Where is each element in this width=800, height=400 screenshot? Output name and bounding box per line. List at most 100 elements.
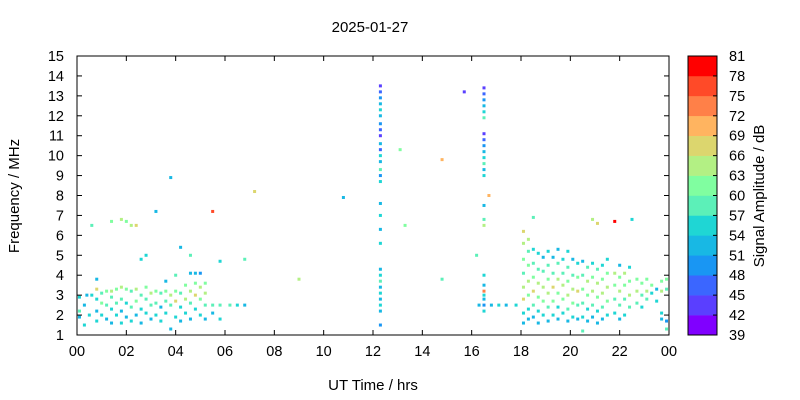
data-point xyxy=(521,285,525,289)
data-point xyxy=(526,263,530,267)
data-point xyxy=(536,321,540,325)
data-point xyxy=(600,317,604,321)
data-point xyxy=(198,285,202,289)
data-point xyxy=(630,217,634,221)
data-point xyxy=(159,305,163,309)
colorbar-tick-label: 66 xyxy=(729,149,745,165)
data-point xyxy=(595,295,599,299)
data-point xyxy=(144,253,148,257)
colorbar-band xyxy=(688,255,717,276)
data-point xyxy=(600,291,604,295)
data-point xyxy=(134,313,138,317)
data-point xyxy=(253,190,257,194)
data-point xyxy=(87,313,91,317)
data-point xyxy=(129,289,133,293)
data-point xyxy=(591,315,595,319)
chart-title: 2025-01-27 xyxy=(332,19,409,36)
data-point xyxy=(605,257,609,261)
data-point xyxy=(613,283,617,287)
data-point xyxy=(134,287,138,291)
data-point xyxy=(378,267,382,271)
data-point xyxy=(665,287,669,291)
data-point xyxy=(129,305,133,309)
data-point xyxy=(526,293,530,297)
plot-frame xyxy=(76,55,670,336)
data-point xyxy=(378,160,382,164)
data-point xyxy=(482,162,486,166)
data-point xyxy=(551,255,555,259)
data-point xyxy=(134,223,138,227)
data-point xyxy=(591,275,595,279)
data-point xyxy=(571,273,575,277)
data-point xyxy=(521,311,525,315)
data-point xyxy=(144,297,148,301)
data-point xyxy=(628,293,632,297)
data-point xyxy=(154,209,158,213)
data-point xyxy=(576,289,580,293)
data-point xyxy=(203,303,207,307)
data-point xyxy=(378,241,382,245)
data-point xyxy=(541,269,545,273)
data-point xyxy=(645,297,649,301)
data-point xyxy=(100,301,104,305)
colorbar-tick-label: 69 xyxy=(729,129,745,145)
data-point xyxy=(243,303,247,307)
data-point xyxy=(154,301,158,305)
colorbar-tick-label: 72 xyxy=(729,109,745,125)
data-point xyxy=(556,291,560,295)
data-point xyxy=(378,142,382,146)
data-point xyxy=(124,301,128,305)
data-point xyxy=(100,313,104,317)
data-point xyxy=(378,114,382,118)
data-point xyxy=(228,303,232,307)
colorbar-band xyxy=(688,235,717,256)
data-point xyxy=(536,295,540,299)
data-point xyxy=(169,303,173,307)
data-point xyxy=(174,289,178,293)
data-point xyxy=(566,319,570,323)
data-point xyxy=(635,301,639,305)
data-point xyxy=(134,299,138,303)
y-tick-label: 4 xyxy=(56,268,64,284)
data-point xyxy=(154,289,158,293)
data-point xyxy=(645,289,649,293)
data-point xyxy=(378,134,382,138)
x-tick-label: 20 xyxy=(562,344,578,360)
colorbar-bands xyxy=(688,56,717,336)
data-point xyxy=(169,176,173,180)
data-point xyxy=(482,174,486,178)
data-point xyxy=(487,194,491,197)
data-point xyxy=(378,273,382,277)
data-point xyxy=(595,267,599,271)
data-point xyxy=(514,303,518,307)
data-point xyxy=(521,297,525,301)
data-point xyxy=(665,319,669,323)
data-point xyxy=(526,279,530,283)
data-point xyxy=(482,203,486,207)
x-tick-label: 22 xyxy=(612,344,628,360)
data-point xyxy=(164,279,168,283)
data-point xyxy=(482,293,486,297)
data-point xyxy=(90,293,94,297)
data-point xyxy=(605,299,609,303)
data-point xyxy=(482,116,486,120)
data-point xyxy=(551,285,555,289)
data-point xyxy=(378,84,382,88)
y-tick-label: 15 xyxy=(48,49,64,65)
data-point xyxy=(613,271,617,275)
data-point xyxy=(581,259,585,263)
colorbar-band xyxy=(688,135,717,156)
data-point xyxy=(218,259,222,263)
data-point xyxy=(623,271,627,275)
data-point xyxy=(482,110,486,114)
data-point xyxy=(635,289,639,293)
data-point xyxy=(164,311,168,315)
data-point xyxy=(566,307,570,311)
colorbar-label: Signal Amplitude / dB xyxy=(751,125,768,268)
data-point xyxy=(482,289,486,293)
data-point xyxy=(159,291,163,295)
data-point xyxy=(211,209,215,213)
data-point xyxy=(119,309,123,313)
data-point xyxy=(591,289,595,293)
data-point xyxy=(605,285,609,289)
